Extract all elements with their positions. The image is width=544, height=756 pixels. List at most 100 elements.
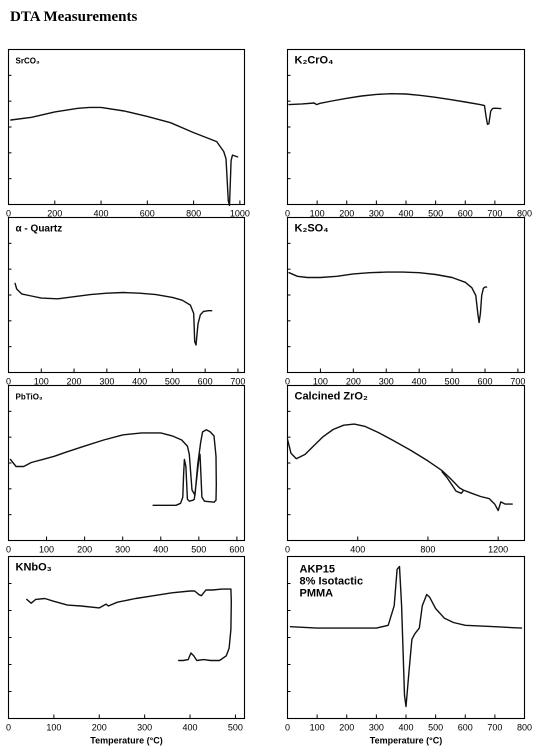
plot-frame: [7, 48, 246, 206]
dta-panel-k2so4: K₂SO₄ 0 100 200 300 400 500 600 700: [285, 216, 526, 387]
panel-title: Calcined ZrO₂: [295, 391, 368, 403]
plot-frame: [286, 48, 526, 206]
x-tick-label: 500: [428, 209, 443, 219]
x-tick-label: 0: [285, 377, 290, 387]
x-tick-label: 800: [420, 545, 435, 555]
x-tick-label: 200: [339, 723, 354, 733]
panel-title-line: Calcined ZrO₂: [295, 391, 368, 403]
x-tick-label: 300: [369, 209, 384, 219]
dta-panel-srco3: SrCO₃ 0 200 400 600 800 1000: [6, 48, 250, 219]
x-tick-label: 100: [310, 209, 325, 219]
panel-title: K₂CrO₄: [295, 55, 334, 67]
x-tick-label: 500: [428, 723, 443, 733]
x-tick-label: 600: [458, 209, 473, 219]
x-tick-label: 100: [46, 723, 61, 733]
panel-title-line: PbTiO₃: [16, 393, 43, 402]
panel-title-line: α - Quartz: [16, 224, 63, 235]
panel-title: α - Quartz: [16, 224, 63, 235]
panel-title: SrCO₃: [16, 57, 40, 66]
dta-panel-knbo3: KNbO₃ 0 100 200 300 400 500 Temperature (°C): [6, 555, 246, 746]
panel-title: KNbO₃: [16, 562, 52, 574]
plot-frame: [7, 216, 246, 374]
x-tick-label: 400: [132, 377, 147, 387]
x-tick-label: 300: [137, 723, 152, 733]
panel-title-line: KNbO₃: [16, 562, 52, 574]
x-tick-label: 400: [153, 545, 168, 555]
plot-frame: [286, 384, 526, 542]
x-tick-label: 0: [285, 545, 290, 555]
x-tick-label: 800: [517, 723, 532, 733]
x-tick-label: 0: [6, 723, 11, 733]
x-tick-label: 200: [77, 545, 92, 555]
dta-curve: [289, 565, 523, 708]
x-tick-label: 200: [47, 209, 62, 219]
x-tick-label: 0: [6, 545, 11, 555]
x-tick-label: 600: [140, 209, 155, 219]
dta-curve: [9, 429, 217, 506]
x-tick-label: 400: [350, 545, 365, 555]
dta-panel-calcined-zro2: Calcined ZrO₂ 0 400 800 1200: [285, 384, 526, 555]
x-tick-label: 100: [39, 545, 54, 555]
dta-curve: [286, 423, 513, 512]
panel-title-line: 8% Isotactic: [300, 576, 364, 588]
x-tick-label: 400: [94, 209, 109, 219]
x-tick-label: 500: [191, 545, 206, 555]
x-tick-label: 200: [92, 723, 107, 733]
dta-curve: [288, 271, 488, 324]
page-title: DTA Measurements: [10, 9, 138, 25]
x-tick-label: 1000: [230, 209, 250, 219]
dta-panel-k2cro4: K₂CrO₄ 0 100 200 300 400 500 600 700 800: [285, 48, 532, 219]
x-tick-label: 0: [6, 209, 11, 219]
panel-title-line: SrCO₃: [16, 57, 40, 66]
dta-curve: [441, 471, 464, 494]
panel-title: K₂SO₄: [295, 223, 329, 235]
x-tick-label: 700: [510, 377, 525, 387]
x-axis-label: Temperature (°C): [370, 736, 442, 746]
dta-curve: [14, 282, 213, 346]
x-tick-label: 200: [346, 377, 361, 387]
plot-frame: [7, 555, 246, 720]
x-tick-label: 500: [445, 377, 460, 387]
x-tick-label: 200: [339, 209, 354, 219]
x-tick-label: 600: [477, 377, 492, 387]
plot-frame: [7, 384, 246, 542]
panel-title-line: AKP15: [300, 564, 335, 576]
dta-curve: [10, 106, 239, 207]
x-tick-label: 100: [313, 377, 328, 387]
x-tick-label: 500: [165, 377, 180, 387]
dta-panel-pbtio3: PbTiO₃ 0 100 200 300 400 500 600: [6, 384, 246, 555]
x-tick-label: 0: [285, 209, 290, 219]
x-tick-label: 800: [517, 209, 532, 219]
panel-title: AKP15 8% Isotactic PMMA: [300, 564, 364, 600]
dta-panel-alpha-quartz: α - Quartz 0 100 200 300 400 500 600 700: [6, 216, 246, 387]
panel-title-line: K₂SO₄: [295, 223, 329, 235]
x-tick-label: 700: [487, 209, 502, 219]
dta-panel-akp15-pmma: AKP15 8% Isotactic PMMA 0 100 200 300 400 500 600…: [285, 555, 532, 746]
x-tick-label: 600: [458, 723, 473, 733]
x-tick-label: 800: [186, 209, 201, 219]
plot-frame: [286, 216, 526, 374]
x-tick-label: 700: [230, 377, 245, 387]
dta-curve: [288, 93, 502, 126]
x-tick-label: 100: [310, 723, 325, 733]
x-tick-label: 400: [398, 723, 413, 733]
panel-title-line: PMMA: [300, 588, 334, 600]
x-tick-label: 300: [379, 377, 394, 387]
x-tick-label: 400: [412, 377, 427, 387]
x-tick-label: 500: [228, 723, 243, 733]
dta-curve: [26, 588, 232, 662]
x-tick-label: 700: [487, 723, 502, 733]
x-tick-label: 0: [285, 723, 290, 733]
panel-title: PbTiO₃: [16, 393, 43, 402]
panel-title-line: K₂CrO₄: [295, 55, 334, 67]
x-tick-label: 0: [6, 377, 11, 387]
x-tick-label: 300: [369, 723, 384, 733]
x-tick-label: 300: [115, 545, 130, 555]
x-tick-label: 400: [183, 723, 198, 733]
x-tick-label: 600: [198, 377, 213, 387]
x-tick-label: 600: [229, 545, 244, 555]
x-tick-label: 100: [34, 377, 49, 387]
x-tick-label: 400: [398, 209, 413, 219]
x-tick-label: 300: [99, 377, 114, 387]
x-axis-label: Temperature (°C): [90, 736, 162, 746]
